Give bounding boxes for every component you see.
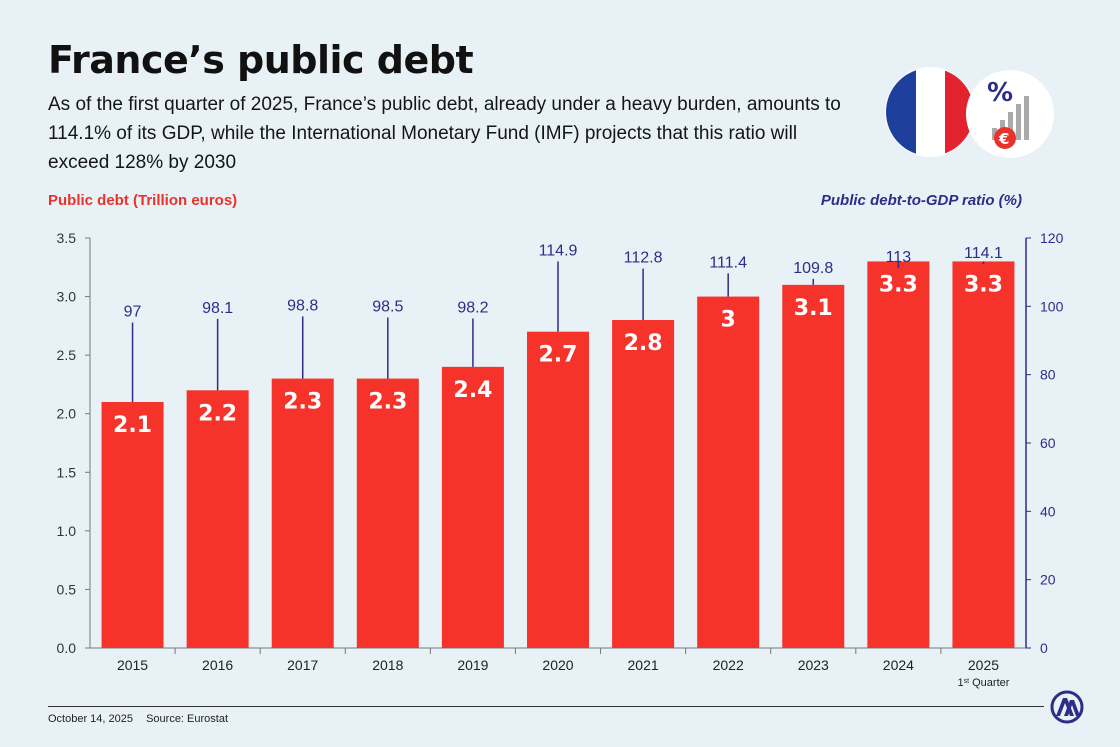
debt-bar bbox=[186, 390, 249, 648]
right-tick-label: 60 bbox=[1040, 435, 1056, 451]
chart-title: France’s public debt bbox=[48, 38, 474, 82]
ratio-value-label: 98.8 bbox=[287, 297, 318, 314]
x-category-label: 2025 bbox=[968, 657, 999, 673]
right-tick-label: 80 bbox=[1040, 367, 1056, 383]
left-tick-label: 0.0 bbox=[57, 640, 77, 656]
ratio-value-label: 114.1 bbox=[964, 245, 1003, 262]
left-axis-label: Public debt (Trillion euros) bbox=[48, 192, 238, 209]
right-axis-label: Public debt-to-GDP ratio (%) bbox=[820, 192, 1022, 209]
debt-value-label: 3.3 bbox=[879, 272, 918, 297]
debt-value-label: 2.8 bbox=[624, 331, 663, 356]
footer-divider bbox=[48, 706, 1044, 707]
left-tick-label: 3.5 bbox=[57, 230, 77, 246]
footer-date: October 14, 2025 bbox=[48, 713, 134, 725]
ratio-value-label: 111.4 bbox=[709, 254, 747, 271]
ratio-value-label: 109.8 bbox=[793, 260, 833, 277]
footer-source: Source: Eurostat bbox=[146, 713, 229, 725]
percent-euro-chart-icon: % € bbox=[885, 67, 1054, 158]
x-category-label: 2019 bbox=[457, 657, 488, 673]
x-category-label: 2022 bbox=[713, 657, 744, 673]
chart-subtitle: As of the first quarter of 2025, France’… bbox=[48, 94, 841, 173]
debt-bar bbox=[527, 331, 589, 648]
svg-text:€: € bbox=[998, 130, 1009, 148]
x-category-label: 2020 bbox=[542, 657, 573, 673]
footer: October 14, 2025 Source: Eurostat bbox=[48, 713, 238, 725]
left-tick-label: 3.0 bbox=[57, 289, 77, 305]
debt-bar bbox=[782, 284, 845, 648]
x-category-label: 2018 bbox=[372, 657, 403, 673]
debt-bar bbox=[101, 402, 164, 648]
ratio-value-label: 112.8 bbox=[624, 250, 663, 267]
x-category-label: 2023 bbox=[798, 657, 829, 673]
right-tick-label: 100 bbox=[1040, 298, 1064, 314]
debt-value-label: 2.4 bbox=[453, 378, 492, 403]
debt-bar bbox=[271, 378, 334, 648]
left-tick-label: 1.5 bbox=[57, 464, 77, 480]
x-category-label: 2015 bbox=[117, 657, 148, 673]
debt-value-label: 3.1 bbox=[794, 296, 833, 321]
ratio-value-label: 98.2 bbox=[457, 299, 488, 316]
x-category-label: 2016 bbox=[202, 657, 233, 673]
debt-value-label: 2.7 bbox=[539, 343, 578, 368]
left-tick-label: 0.5 bbox=[57, 581, 77, 597]
right-tick-label: 0 bbox=[1040, 640, 1048, 656]
ratio-value-label: 98.5 bbox=[372, 298, 403, 315]
left-tick-label: 1.0 bbox=[57, 523, 77, 539]
debt-bar bbox=[952, 261, 1015, 648]
right-tick-label: 40 bbox=[1040, 503, 1056, 519]
debt-value-label: 2.2 bbox=[198, 401, 237, 426]
debt-value-label: 3.3 bbox=[964, 272, 1003, 297]
svg-text:%: % bbox=[987, 78, 1013, 108]
debt-value-label: 2.3 bbox=[283, 390, 322, 415]
debt-bar bbox=[356, 378, 419, 648]
debt-value-label: 2.1 bbox=[113, 413, 152, 438]
left-tick-label: 2.0 bbox=[57, 406, 77, 422]
debt-value-label: 2.3 bbox=[368, 390, 407, 415]
debt-bar bbox=[612, 320, 675, 648]
debt-bar bbox=[441, 366, 504, 648]
ratio-value-label: 114.9 bbox=[539, 242, 578, 259]
x-category-label: 2021 bbox=[628, 657, 659, 673]
right-tick-label: 120 bbox=[1040, 230, 1064, 246]
anadolu-agency-logo bbox=[1050, 690, 1084, 724]
debt-value-label: 3 bbox=[721, 308, 736, 333]
x-category-label: 2017 bbox=[287, 657, 318, 673]
left-tick-label: 2.5 bbox=[57, 347, 77, 363]
ratio-value-label: 97 bbox=[124, 304, 142, 321]
ratio-value-label: 98.1 bbox=[202, 300, 233, 317]
x-category-label: 2024 bbox=[883, 657, 914, 673]
right-tick-label: 20 bbox=[1040, 572, 1056, 588]
debt-bar bbox=[867, 261, 930, 648]
debt-bar bbox=[697, 296, 760, 648]
x-category-note: 1st Quarter bbox=[957, 677, 1009, 689]
ratio-value-label: 113 bbox=[886, 249, 912, 266]
